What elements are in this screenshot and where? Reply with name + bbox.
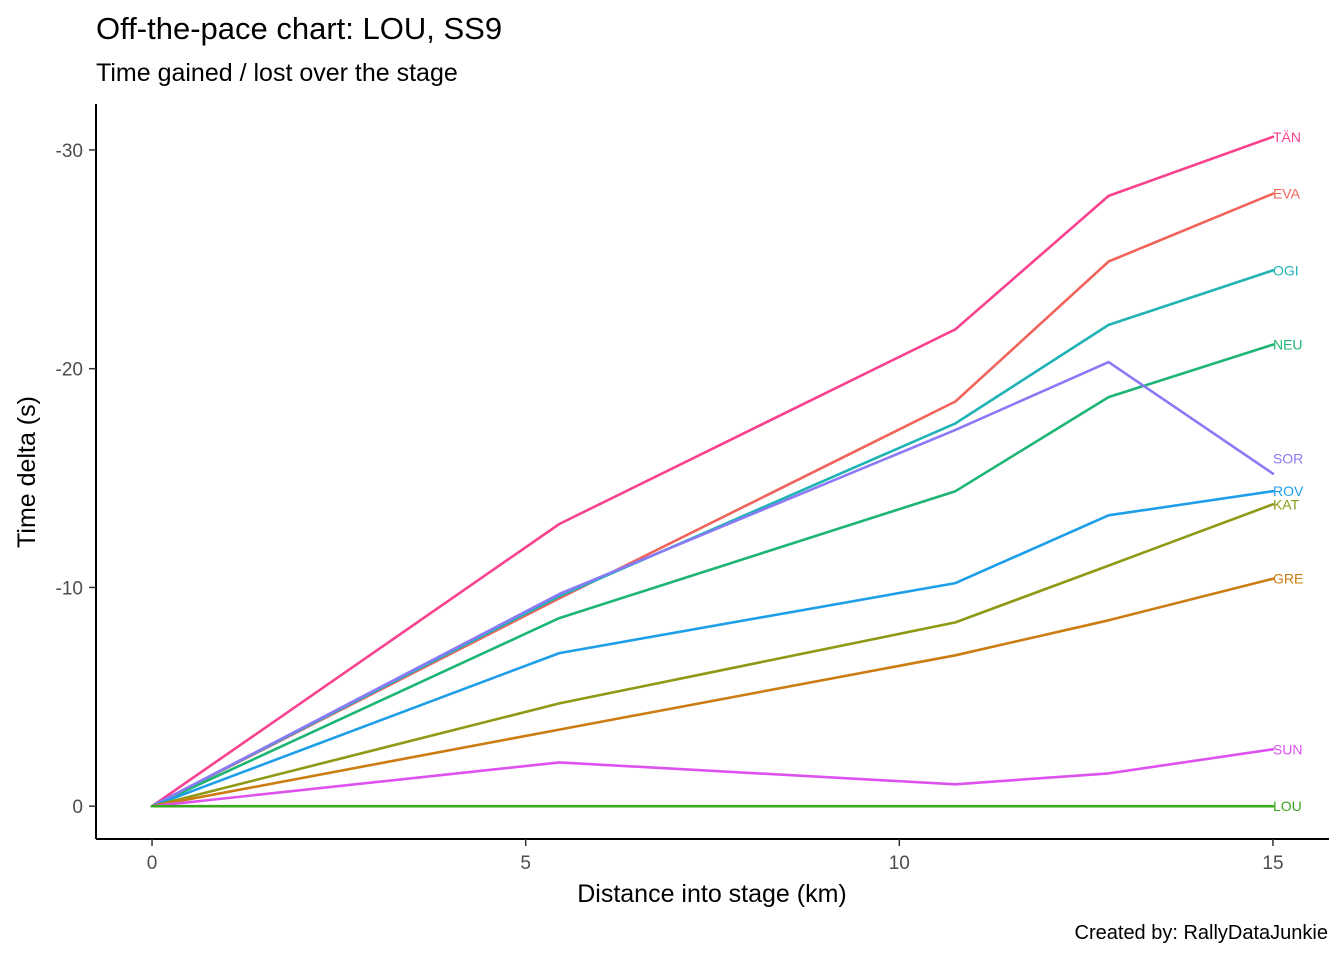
axes: [95, 104, 1329, 840]
series-line-rov: [150, 489, 1275, 808]
x-axis-title: Distance into stage (km): [577, 880, 847, 908]
series-line-sun: [150, 747, 1275, 808]
series-label-gre: GRE: [1273, 571, 1303, 587]
series-line-gre: [150, 577, 1275, 808]
series-label-lou: LOU: [1273, 798, 1302, 814]
chart-title: Off-the-pace chart: LOU, SS9: [96, 11, 503, 46]
series-label-kat: KAT: [1273, 496, 1300, 512]
ticks: 0 5 10 15 0 -10 -20 -30: [56, 141, 1284, 874]
series-label-rov: ROV: [1273, 483, 1304, 499]
x-tick-label: 5: [520, 853, 531, 874]
series-lines: [150, 135, 1275, 808]
y-tick-label: 0: [72, 797, 83, 818]
series-label-sun: SUN: [1273, 741, 1303, 757]
y-tick-label: -10: [56, 578, 83, 599]
series-label-sor: SOR: [1273, 451, 1303, 467]
series-line-neu: [150, 343, 1275, 808]
series-label-eva: EVA: [1273, 186, 1301, 202]
series-line-tän: [150, 135, 1275, 808]
x-tick-label: 10: [889, 853, 910, 874]
y-tick-label: -30: [56, 141, 83, 162]
series-label-ogi: OGI: [1273, 262, 1299, 278]
series-label-neu: NEU: [1273, 337, 1303, 353]
x-tick-label: 0: [147, 853, 158, 874]
series-line-sor: [150, 360, 1275, 808]
x-tick-label: 15: [1262, 853, 1283, 874]
chart-caption: Created by: RallyDataJunkie: [1074, 922, 1328, 944]
y-axis-title: Time delta (s): [13, 396, 41, 548]
y-tick-label: -20: [56, 360, 83, 381]
series-line-eva: [150, 192, 1275, 808]
chart-subtitle: Time gained / lost over the stage: [96, 59, 458, 87]
series-line-ogi: [150, 268, 1275, 808]
series-line-kat: [150, 502, 1275, 808]
series-label-tän: TÄN: [1273, 129, 1301, 145]
